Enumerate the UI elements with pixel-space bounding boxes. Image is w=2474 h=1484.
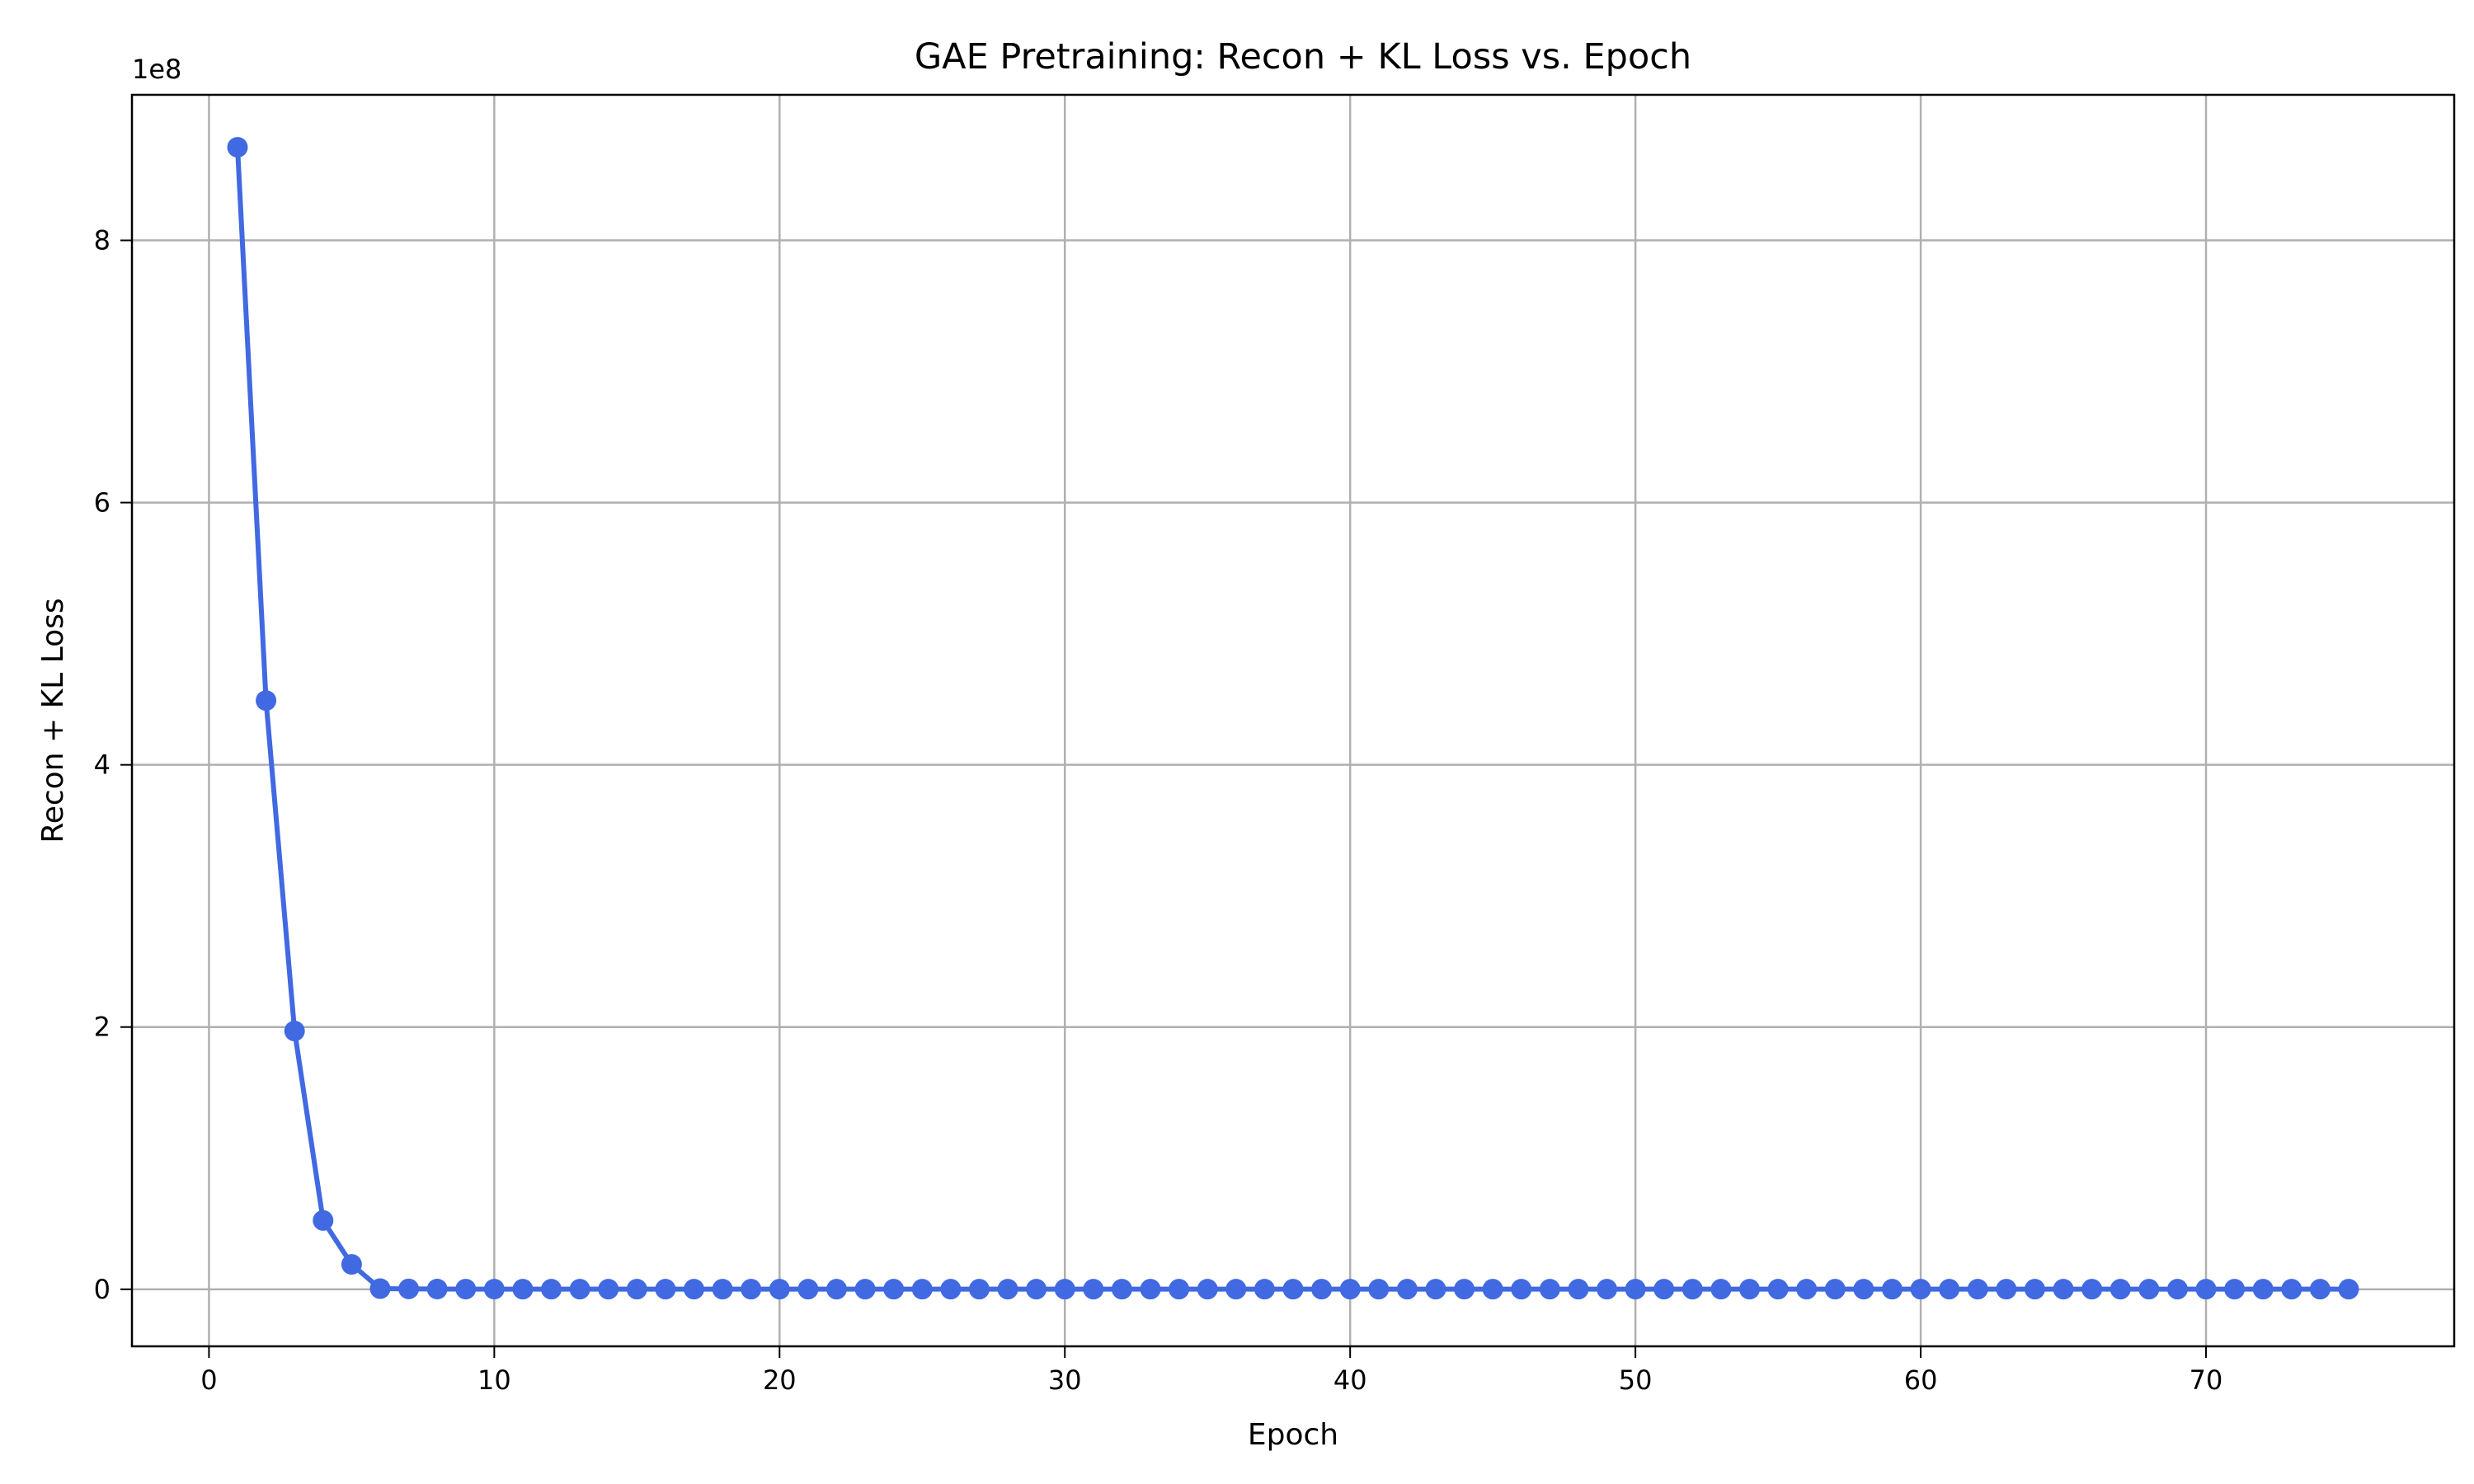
- data-point: [1539, 1279, 1560, 1300]
- data-point: [1568, 1279, 1589, 1300]
- data-point: [1140, 1279, 1161, 1300]
- data-point: [1853, 1279, 1874, 1300]
- data-point: [655, 1279, 676, 1300]
- data-point: [2053, 1279, 2074, 1300]
- data-point: [455, 1279, 477, 1300]
- data-point: [1796, 1279, 1818, 1300]
- data-point: [911, 1279, 933, 1300]
- data-point: [1996, 1279, 2017, 1300]
- data-point: [541, 1279, 562, 1300]
- data-point: [569, 1279, 590, 1300]
- data-point: [1425, 1279, 1446, 1300]
- y-tick-label: 2: [94, 1012, 111, 1043]
- data-point: [227, 137, 248, 158]
- data-point: [2024, 1279, 2045, 1300]
- y-axis-label: Recon + KL Loss: [36, 598, 70, 843]
- data-point: [1454, 1279, 1475, 1300]
- data-point: [512, 1279, 534, 1300]
- x-tick-label: 10: [477, 1364, 511, 1396]
- x-tick-label: 50: [1619, 1364, 1653, 1396]
- data-point: [256, 690, 277, 711]
- data-point: [1681, 1279, 1703, 1300]
- x-tick-label: 40: [1333, 1364, 1367, 1396]
- data-point: [1597, 1279, 1618, 1300]
- plot-frame: [130, 93, 2456, 1348]
- data-point: [1311, 1279, 1333, 1300]
- data-point: [825, 1279, 847, 1300]
- data-point: [684, 1279, 705, 1300]
- data-point: [2338, 1279, 2359, 1300]
- x-axis-label: Epoch: [1248, 1418, 1338, 1452]
- data-point: [2166, 1279, 2188, 1300]
- data-point: [626, 1279, 647, 1300]
- data-point: [1054, 1279, 1075, 1300]
- data-point: [1253, 1279, 1275, 1300]
- data-point: [2309, 1279, 2331, 1300]
- data-point: [940, 1279, 962, 1300]
- data-point: [997, 1279, 1018, 1300]
- data-point: [1710, 1279, 1732, 1300]
- data-point: [1339, 1279, 1361, 1300]
- y-tick-label: 0: [94, 1274, 111, 1305]
- x-tick-label: 30: [1048, 1364, 1082, 1396]
- grid: [132, 95, 2454, 1346]
- data-point: [341, 1254, 362, 1275]
- series-layer: [227, 137, 2359, 1300]
- data-point: [2195, 1279, 2217, 1300]
- data-point: [1169, 1279, 1190, 1300]
- data-point: [968, 1279, 990, 1300]
- data-point: [1396, 1279, 1418, 1300]
- data-point: [769, 1279, 790, 1300]
- data-point: [398, 1278, 420, 1299]
- data-point: [2081, 1279, 2103, 1300]
- data-point: [2281, 1279, 2302, 1300]
- x-tick-label: 20: [763, 1364, 797, 1396]
- data-point: [1939, 1279, 1960, 1300]
- y-axis-multiplier: 1e8: [132, 54, 181, 85]
- data-point: [1368, 1279, 1390, 1300]
- data-point: [1767, 1279, 1789, 1300]
- x-tick-label: 70: [2189, 1364, 2223, 1396]
- data-point: [313, 1209, 334, 1231]
- data-point: [1083, 1279, 1104, 1300]
- data-point: [483, 1279, 505, 1300]
- data-point: [883, 1279, 905, 1300]
- data-point: [2224, 1279, 2246, 1300]
- y-tick-label: 8: [94, 225, 111, 256]
- data-point: [712, 1279, 733, 1300]
- data-point: [1967, 1279, 1988, 1300]
- data-point: [1482, 1279, 1503, 1300]
- data-point: [1111, 1279, 1132, 1300]
- data-point: [1653, 1279, 1675, 1300]
- x-tick-label: 60: [1904, 1364, 1938, 1396]
- data-point: [1282, 1279, 1304, 1300]
- data-point: [854, 1279, 876, 1300]
- series-line: [235, 147, 2349, 1292]
- y-tick-label: 4: [94, 749, 111, 781]
- data-point: [284, 1021, 305, 1042]
- data-point: [1881, 1279, 1903, 1300]
- data-point: [2109, 1279, 2131, 1300]
- data-point: [1739, 1279, 1761, 1300]
- data-point: [1197, 1279, 1218, 1300]
- data-point: [2138, 1279, 2160, 1300]
- data-point: [741, 1279, 762, 1300]
- data-point: [1910, 1279, 1931, 1300]
- data-point: [2252, 1279, 2274, 1300]
- x-tick-label: 0: [200, 1364, 217, 1396]
- axis-ticks: 0 10 20 30 40 50 60 70 0 2 4 6 8: [94, 225, 2223, 1396]
- data-point: [598, 1279, 619, 1300]
- data-point: [1625, 1279, 1646, 1300]
- data-point: [369, 1278, 391, 1299]
- y-tick-label: 6: [94, 487, 111, 519]
- data-point: [1824, 1279, 1846, 1300]
- data-point: [1225, 1279, 1247, 1300]
- data-point: [426, 1279, 448, 1300]
- chart-title: GAE Pretraining: Recon + KL Loss vs. Epo…: [915, 36, 1691, 77]
- data-point: [1511, 1279, 1532, 1300]
- data-point: [1026, 1279, 1047, 1300]
- data-point: [797, 1279, 819, 1300]
